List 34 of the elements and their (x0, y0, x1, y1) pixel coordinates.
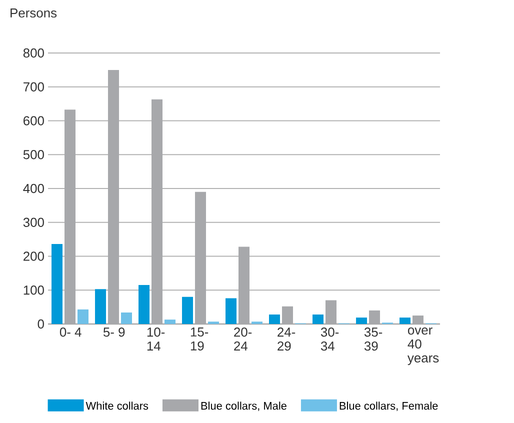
x-tick-label: 24- 29 (278, 328, 296, 351)
x-tick-label: 10- 14 (147, 328, 165, 351)
legend-label: White collars (86, 402, 148, 410)
bar (120, 312, 132, 324)
bar (356, 318, 368, 324)
x-tick-label: 20- 24 (234, 328, 252, 351)
bar (95, 289, 106, 324)
y-tick-label: 200 (24, 252, 44, 261)
bar (77, 309, 88, 324)
y-tick-label: 500 (23, 150, 44, 160)
x-tick-label: 35- 39 (364, 328, 382, 351)
bar (312, 314, 324, 324)
y-axis-title: Persons (10, 8, 57, 18)
x-tick-label: 5- 9 (103, 328, 125, 337)
legend-label: Blue collars, Male (201, 402, 286, 411)
y-tick-label: 600 (24, 116, 44, 126)
x-tick-label: over 40 years (407, 328, 439, 366)
bar (52, 244, 63, 324)
bar (164, 320, 176, 324)
x-tick-label: 30- 34 (320, 328, 339, 351)
bar (226, 298, 237, 324)
bar (138, 285, 150, 324)
y-tick-label: 700 (24, 82, 44, 92)
bar (182, 296, 194, 324)
bar (269, 314, 280, 324)
y-tick-label: 300 (23, 218, 44, 227)
y-tick-label: 0 (38, 319, 44, 329)
x-tick-label: 15- 19 (190, 328, 208, 351)
x-tick-label: 0- 4 (60, 328, 82, 337)
y-tick-label: 800 (23, 48, 44, 58)
legend-label: Blue collars, Female (340, 402, 438, 411)
y-tick-label: 400 (23, 184, 44, 194)
bar (400, 318, 411, 324)
y-tick-label: 100 (24, 286, 44, 295)
